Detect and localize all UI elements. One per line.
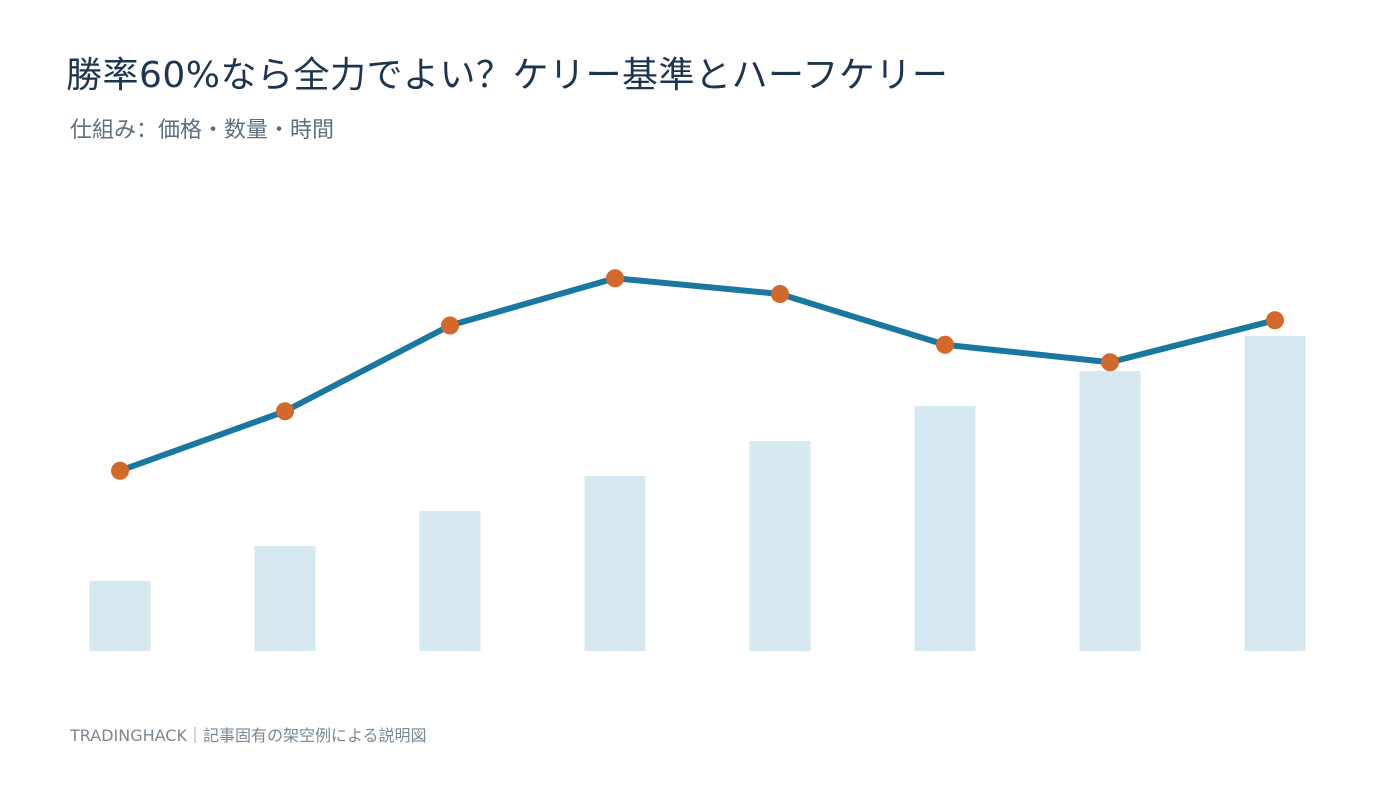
line-path bbox=[117, 275, 1278, 474]
line-series bbox=[117, 275, 1278, 474]
line-point-5 bbox=[771, 285, 789, 303]
bar-7 bbox=[1079, 371, 1141, 651]
line-point-3 bbox=[441, 316, 459, 335]
line-point-2 bbox=[276, 402, 294, 421]
bar-3 bbox=[419, 511, 481, 651]
line-point-7 bbox=[1101, 353, 1119, 372]
bar-series bbox=[89, 336, 1306, 651]
line-point-1 bbox=[111, 461, 129, 480]
bar-8 bbox=[1244, 336, 1306, 651]
chart-title: 勝率60%なら全力でよい？ケリー基準とハーフケリー bbox=[66, 55, 949, 96]
line-point-8 bbox=[1266, 311, 1284, 330]
bar-1 bbox=[89, 581, 151, 651]
bar-6 bbox=[914, 406, 976, 651]
footer-credit: TRADINGHACK｜記事固有の架空例による説明図 bbox=[70, 726, 427, 745]
line-point-6 bbox=[936, 335, 954, 354]
line-point-4 bbox=[606, 269, 624, 288]
bar-5 bbox=[749, 441, 811, 651]
bar-4 bbox=[584, 476, 646, 651]
line-markers bbox=[111, 269, 1284, 480]
chart-subtitle: 仕組み：価格・数量・時間 bbox=[70, 118, 335, 143]
bar-2 bbox=[254, 546, 316, 651]
